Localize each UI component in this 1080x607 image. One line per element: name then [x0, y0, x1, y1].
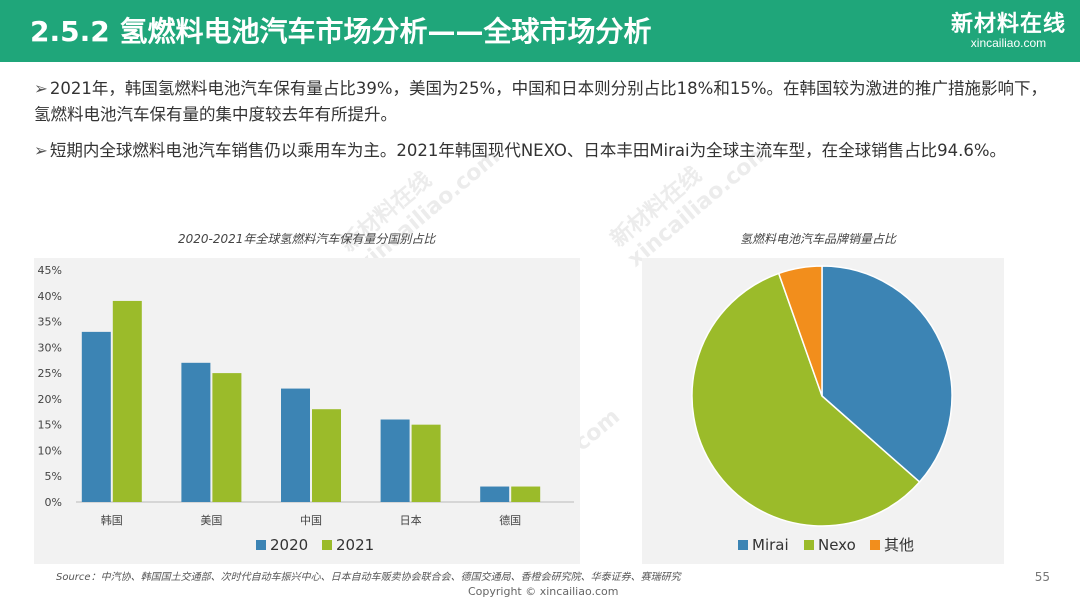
y-tick-label: 45% — [38, 264, 62, 277]
bullet-arrow-icon: ➢ — [34, 141, 48, 160]
bullet-text: 2021年，韩国氢燃料电池汽车保有量占比39%，美国为25%，中国和日本则分别占… — [34, 79, 1048, 124]
y-tick-label: 0% — [45, 496, 62, 509]
pie-slice-Nexo — [691, 272, 921, 527]
bar-2021 — [511, 486, 541, 502]
bullet-item: ➢ 2021年，韩国氢燃料电池汽车保有量占比39%，美国为25%，中国和日本则分别… — [34, 76, 1054, 128]
pie-chart-title: 氢燃料电池汽车品牌销量占比 — [740, 232, 897, 246]
legend-swatch — [738, 540, 748, 550]
logo-text-en: xincailiao.com — [970, 36, 1047, 50]
bar-2020 — [281, 388, 310, 502]
y-tick-label: 10% — [38, 444, 62, 457]
bullet-text: 短期内全球燃料电池汽车销售仍以乘用车为主。2021年韩国现代NEXO、日本丰田M… — [49, 141, 1007, 160]
bar-chart-title: 2020-2021年全球氢燃料汽车保有量分国别占比 — [178, 232, 436, 246]
legend-label: 2020 — [270, 536, 308, 554]
pie-chart: Mirai Nexo 其他 — [691, 265, 953, 554]
brand-logo: 新材料在线 xincailiao.com — [951, 6, 1066, 50]
y-tick-label: 15% — [38, 419, 62, 432]
bar-chart: 0% 5% 10% 15% 20% 25% 30% 35% 40% 45% 韩国 美国 中国 日本 德国 20… — [38, 264, 574, 554]
bar-2021 — [212, 373, 242, 502]
bar-2020 — [480, 486, 510, 502]
legend-label: Nexo — [818, 536, 856, 554]
source-note: Source：中汽协、韩国国土交通部、次时代自动车振兴中心、日本自动车贩卖协会联… — [56, 572, 681, 583]
y-tick-label: 5% — [45, 470, 62, 483]
bar-2020 — [380, 419, 410, 502]
pie-chart-panel: Mirai Nexo 其他 — [642, 258, 1004, 564]
bullet-list: ➢ 2021年，韩国氢燃料电池汽车保有量占比39%，美国为25%，中国和日本则分别… — [34, 76, 1054, 174]
logo-text-cn: 新材料在线 — [950, 12, 1066, 37]
legend-swatch — [322, 540, 332, 550]
bar-chart-panel: 0% 5% 10% 15% 20% 25% 30% 35% 40% 45% 韩国 美国 中国 日本 德国 20… — [34, 258, 580, 564]
slide-header: 2.5.2 氢燃料电池汽车市场分析——全球市场分析 新材料在线 xincaili… — [0, 0, 1080, 62]
pie-slice-Mirai — [821, 265, 953, 484]
bullet-arrow-icon: ➢ — [34, 79, 48, 98]
y-tick-label: 30% — [38, 341, 62, 354]
page-number: 55 — [1034, 570, 1050, 584]
slide-title: 2.5.2 氢燃料电池汽车市场分析——全球市场分析 — [30, 15, 652, 48]
x-tick-label: 美国 — [200, 514, 222, 527]
bar-2021 — [312, 409, 341, 502]
bar-2020 — [81, 331, 111, 502]
bar-2020 — [181, 362, 211, 502]
legend-swatch — [870, 540, 880, 550]
x-tick-label: 日本 — [400, 513, 422, 527]
x-tick-label: 中国 — [300, 514, 322, 527]
pie-slice-其他 — [777, 265, 823, 397]
x-tick-label: 韩国 — [101, 513, 123, 527]
bar-2021 — [411, 424, 441, 502]
copyright: Copyright © xincailiao.com — [468, 585, 619, 598]
legend-label: Mirai — [752, 536, 789, 554]
legend-label: 其他 — [884, 536, 914, 554]
legend-swatch — [804, 540, 814, 550]
y-tick-label: 25% — [38, 367, 62, 380]
y-tick-label: 35% — [38, 316, 62, 329]
legend-swatch — [256, 540, 266, 550]
y-tick-label: 40% — [38, 290, 62, 303]
legend-label: 2021 — [336, 536, 374, 554]
bar-2021 — [112, 300, 142, 502]
bullet-item: ➢ 短期内全球燃料电池汽车销售仍以乘用车为主。2021年韩国现代NEXO、日本丰田… — [34, 138, 1054, 164]
y-tick-label: 20% — [38, 393, 62, 406]
x-tick-label: 德国 — [499, 513, 521, 527]
